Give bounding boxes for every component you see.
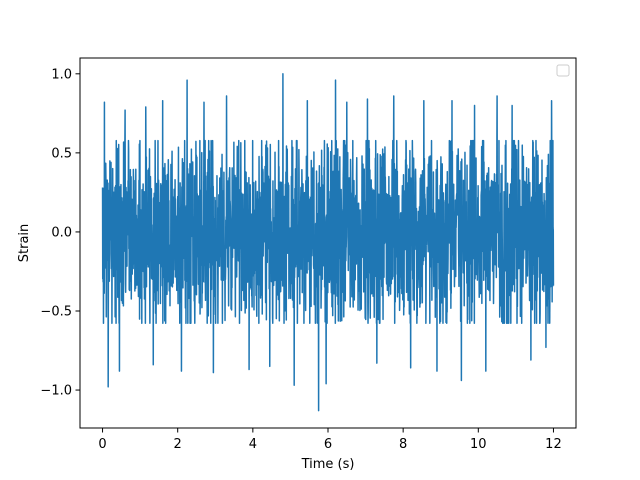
x-tick-label: 8 xyxy=(399,437,407,452)
y-tick-label: −1.0 xyxy=(40,384,72,399)
y-tick-label: 0.0 xyxy=(51,225,72,240)
y-tick-label: 0.5 xyxy=(51,146,72,161)
strain-series-line xyxy=(101,73,555,412)
series-layer xyxy=(101,73,555,412)
y-tick-label: −0.5 xyxy=(40,304,72,319)
x-tick-label: 4 xyxy=(249,437,257,452)
y-tick-label: 1.0 xyxy=(51,67,72,82)
x-tick-label: 6 xyxy=(324,437,332,452)
x-tick-label: 12 xyxy=(545,437,562,452)
legend-box xyxy=(556,64,570,77)
x-tick-label: 10 xyxy=(470,437,487,452)
y-axis-label: Strain xyxy=(17,224,32,263)
plot-area xyxy=(79,57,577,429)
x-tick-label: 2 xyxy=(174,437,182,452)
x-tick-label: 0 xyxy=(98,437,106,452)
y-axis: −1.0 −0.5 0.0 0.5 1.0 xyxy=(40,67,80,399)
x-axis-label: Time (s) xyxy=(301,457,355,472)
x-axis: 0 2 4 6 8 10 12 xyxy=(98,428,562,452)
